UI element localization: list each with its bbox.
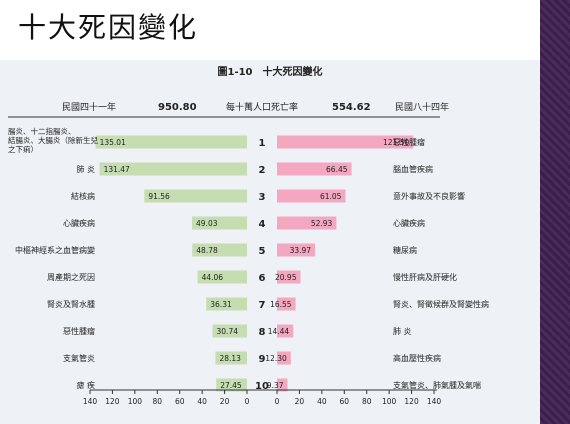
rank-3: 3 <box>259 192 266 203</box>
left-label-2: 肺 炎 <box>76 165 95 174</box>
left-rate-header: 950.80 <box>158 102 197 113</box>
left-label-8: 惡性腫瘤 <box>63 326 95 336</box>
right-label-1: 惡性腫瘤 <box>393 137 425 147</box>
right-tick-label-120: 120 <box>404 397 419 406</box>
right-tick-label-100: 100 <box>382 397 397 406</box>
left-bar-3 <box>144 189 247 203</box>
left-tick-label-20: 20 <box>220 397 230 406</box>
right-label-9: 高血壓性疾病 <box>393 353 441 363</box>
right-bar-8 <box>277 324 294 338</box>
left-label-1-line-1: 腸炎、十二指腸炎、 <box>8 126 76 136</box>
left-tick-label-140: 140 <box>83 397 98 406</box>
left-value-5: 48.78 <box>196 246 218 255</box>
left-label-10: 瘧 疾 <box>76 380 95 390</box>
right-label-5: 糖尿病 <box>393 245 417 255</box>
right-bar-3 <box>277 189 346 203</box>
left-label-5: 中樞神經系之血管病變 <box>15 245 95 255</box>
right-tick-label-0: 0 <box>275 397 280 406</box>
left-bar-10 <box>216 378 247 392</box>
right-tick-label-20: 20 <box>295 397 305 406</box>
rank-6: 6 <box>259 273 266 284</box>
rank-8: 8 <box>259 327 266 338</box>
left-bar-6 <box>197 270 247 284</box>
right-value-5: 33.97 <box>290 246 312 255</box>
rank-5: 5 <box>259 246 266 257</box>
left-value-1: 135.01 <box>100 138 126 147</box>
left-tick-label-80: 80 <box>153 397 163 406</box>
left-label-9: 支氣管炎 <box>63 353 95 363</box>
chart-panel <box>0 60 540 424</box>
left-value-9: 28.13 <box>219 354 241 363</box>
right-label-6: 慢性肝病及肝硬化 <box>393 272 457 282</box>
slide-title: 十大死因變化 <box>18 11 199 44</box>
left-value-6: 44.06 <box>202 273 224 282</box>
decorative-side-strip <box>540 0 570 424</box>
right-value-1: 121.50 <box>383 138 409 147</box>
right-label-2: 腦血管疾病 <box>393 164 433 174</box>
chart-title: 圖1-10 十大死因變化 <box>217 65 322 78</box>
right-label-10: 支氣管炎、肺氣腫及氣喘 <box>393 380 481 390</box>
left-value-10: 27.45 <box>220 381 242 390</box>
right-label-4: 心臟疾病 <box>393 218 425 228</box>
left-bar-8 <box>212 324 247 338</box>
rank-7: 7 <box>259 300 266 311</box>
left-tick-label-0: 0 <box>245 397 250 406</box>
right-tick-label-140: 140 <box>427 397 442 406</box>
left-tick-label-120: 120 <box>105 397 120 406</box>
right-bar-5 <box>277 243 316 257</box>
left-bar-7 <box>206 297 247 311</box>
left-value-4: 49.03 <box>196 219 218 228</box>
right-value-10: 9.37 <box>267 381 284 390</box>
left-label-4: 心臟疾病 <box>63 218 95 228</box>
center-header: 每十萬人口死亡率 <box>226 101 298 113</box>
right-bar-10 <box>277 378 288 392</box>
left-bar-9 <box>215 351 247 365</box>
right-value-9: 12.30 <box>265 354 287 363</box>
right-value-3: 61.05 <box>320 192 342 201</box>
right-bar-2 <box>277 162 352 176</box>
left-tick-label-100: 100 <box>128 397 143 406</box>
rank-1: 1 <box>259 138 266 149</box>
right-tick-label-80: 80 <box>362 397 372 406</box>
left-tick-label-40: 40 <box>197 397 207 406</box>
deaths-chart: 圖1-10 十大死因變化 民國四十一年 950.80 每十萬人口死亡率 554.… <box>8 65 489 406</box>
left-value-7: 36.31 <box>210 300 232 309</box>
right-tick-label-40: 40 <box>317 397 327 406</box>
right-bar-6 <box>277 270 301 284</box>
left-value-2: 131.47 <box>104 165 130 174</box>
right-tick-label-60: 60 <box>340 397 350 406</box>
right-value-2: 66.45 <box>326 165 348 174</box>
right-label-8: 肺 炎 <box>393 327 412 336</box>
left-label-7: 腎炎及腎水腫 <box>47 299 95 309</box>
right-bar-1 <box>277 135 414 149</box>
left-label-6: 周產期之死因 <box>47 272 95 282</box>
right-label-7: 腎炎、腎徵候群及腎變性病 <box>393 299 489 309</box>
left-bar-1 <box>95 135 247 149</box>
rank-10: 10 <box>255 381 269 392</box>
left-label-1-line-3: 之下痢） <box>8 144 38 154</box>
rank-4: 4 <box>259 219 266 230</box>
left-bar-2 <box>99 162 247 176</box>
rank-9: 9 <box>259 354 266 365</box>
left-year-header: 民國四十一年 <box>62 101 116 113</box>
right-year-header: 民國八十四年 <box>395 101 449 113</box>
left-tick-label-60: 60 <box>175 397 185 406</box>
left-bar-5 <box>192 243 247 257</box>
right-label-3: 意外事故及不良影響 <box>393 191 465 201</box>
right-value-4: 52.93 <box>311 219 333 228</box>
right-value-6: 20.95 <box>275 273 297 282</box>
right-bar-7 <box>277 297 296 311</box>
left-value-8: 30.74 <box>217 327 239 336</box>
right-value-8: 14.44 <box>268 327 290 336</box>
left-label-3: 結核病 <box>71 191 95 201</box>
left-bar-4 <box>192 216 247 230</box>
left-value-3: 91.56 <box>148 192 170 201</box>
rank-2: 2 <box>259 165 266 176</box>
right-bar-9 <box>277 351 291 365</box>
right-value-7: 16.55 <box>270 300 292 309</box>
right-bar-4 <box>277 216 337 230</box>
left-label-1-line-2: 結腸炎、大腸炎（除新生兒 <box>8 135 98 145</box>
right-rate-header: 554.62 <box>332 102 371 113</box>
